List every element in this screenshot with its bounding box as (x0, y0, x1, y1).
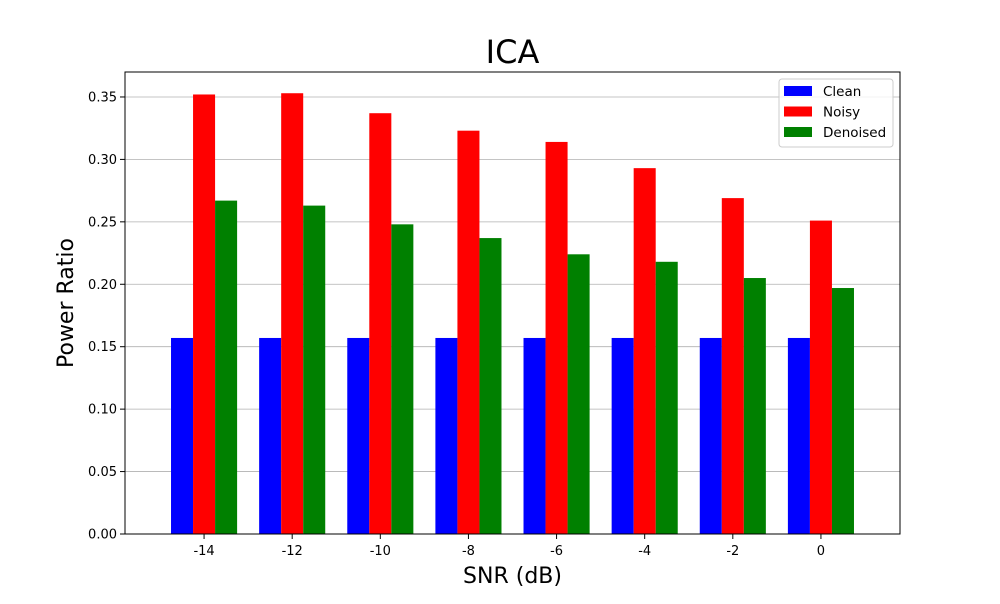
bar-noisy--8 (457, 130, 480, 534)
legend-label-denoised: Denoised (823, 125, 886, 141)
y-tick-label: 0.35 (88, 90, 117, 105)
bar-clean-0 (787, 337, 810, 534)
x-tick-label: 0 (817, 544, 825, 559)
x-axis-label: SNR (dB) (463, 564, 562, 589)
bar-noisy--4 (633, 168, 656, 535)
bar-denoised--10 (391, 224, 414, 534)
y-tick-label: 0.30 (88, 153, 117, 168)
bar-clean--8 (435, 337, 458, 534)
bar-noisy--14 (193, 94, 216, 534)
bar-noisy-0 (809, 220, 832, 535)
bar-noisy--10 (369, 113, 392, 534)
legend: Clean Noisy Denoised (778, 78, 894, 148)
y-axis-ticks: 0.00 0.05 0.10 0.15 0.20 0.25 0.30 0.35 (88, 90, 125, 543)
bar-denoised--8 (479, 238, 502, 535)
bar-denoised-0 (831, 288, 854, 534)
x-tick-label: -10 (370, 544, 391, 559)
x-tick-label: -4 (638, 544, 651, 559)
bar-clean--2 (699, 337, 722, 534)
bar-denoised--12 (303, 205, 326, 534)
x-tick-label: -8 (462, 544, 475, 559)
y-axis-label: Power Ratio (54, 238, 79, 368)
legend-swatch-noisy (784, 106, 812, 117)
x-tick-label: -6 (550, 544, 563, 559)
chart-title: ICA (486, 33, 540, 71)
legend-swatch-clean (784, 86, 812, 96)
legend-swatch-denoised (784, 127, 812, 137)
legend-label-noisy: Noisy (823, 105, 860, 121)
y-tick-label: 0.00 (88, 528, 117, 543)
bar-denoised--4 (655, 261, 678, 534)
bar-clean--14 (171, 337, 194, 534)
plot-area-frame (124, 71, 901, 535)
y-tick-label: 0.15 (88, 340, 117, 355)
legend-label-clean: Clean (823, 84, 861, 100)
y-tick-label: 0.20 (88, 278, 117, 293)
gridlines (125, 96, 900, 535)
y-tick-label: 0.25 (88, 215, 117, 230)
x-tick-label: -14 (193, 544, 214, 559)
bar-clean--6 (523, 337, 546, 534)
bars (171, 93, 854, 535)
bar-noisy--2 (721, 198, 744, 534)
bar-clean--10 (347, 337, 370, 534)
bar-denoised--2 (743, 278, 766, 534)
bar-denoised--14 (215, 200, 238, 534)
bar-clean--4 (611, 337, 634, 534)
bar-clean--12 (259, 337, 282, 534)
x-tick-label: -12 (282, 544, 303, 559)
bar-noisy--12 (281, 93, 304, 535)
bar-denoised--6 (567, 254, 590, 534)
x-tick-label: -2 (726, 544, 739, 559)
x-axis-ticks: -14 -12 -10 -8 -6 -4 -2 0 (193, 534, 825, 559)
y-tick-label: 0.05 (88, 465, 117, 480)
bar-noisy--6 (545, 141, 568, 535)
y-tick-label: 0.10 (88, 403, 117, 418)
